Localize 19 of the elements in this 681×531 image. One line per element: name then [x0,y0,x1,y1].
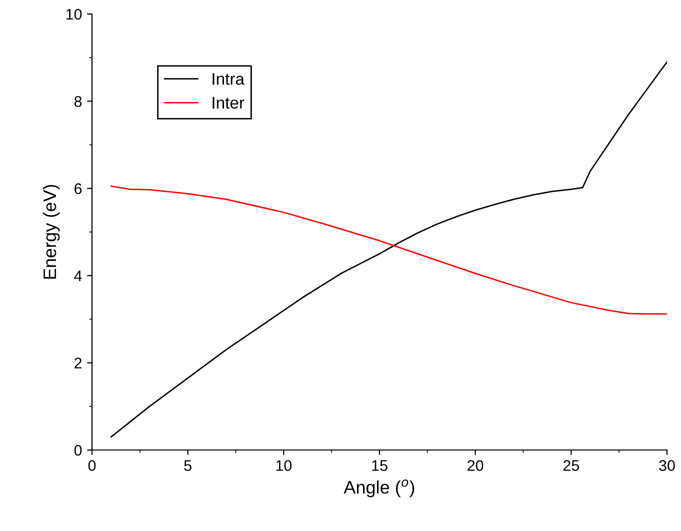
x-axis-title: Angle ($^{o}$) [344,480,414,498]
x-tick-label: 0 [88,460,96,471]
legend-label: Intra [212,73,245,85]
y-tick-label: 10 [66,8,82,20]
x-tick-label: 10 [276,460,292,471]
x-tick-label: 5 [184,460,192,471]
y-tick-label: 0 [74,444,82,456]
y-tick-label: 6 [74,183,82,194]
y-tick-label: 8 [74,96,82,107]
y-tick-label: 4 [74,270,82,282]
x-tick-label: 25 [563,460,580,471]
x-tick-label: 20 [468,460,484,471]
y-tick-label: 2 [74,358,82,368]
y-axis-title: Energy (eV) [42,184,60,279]
x-tick-label: 15 [372,460,388,471]
legend-label: Inter [212,97,244,109]
line-series [110,186,667,315]
x-tick-label: 30 [659,460,675,471]
line-series [110,61,667,438]
